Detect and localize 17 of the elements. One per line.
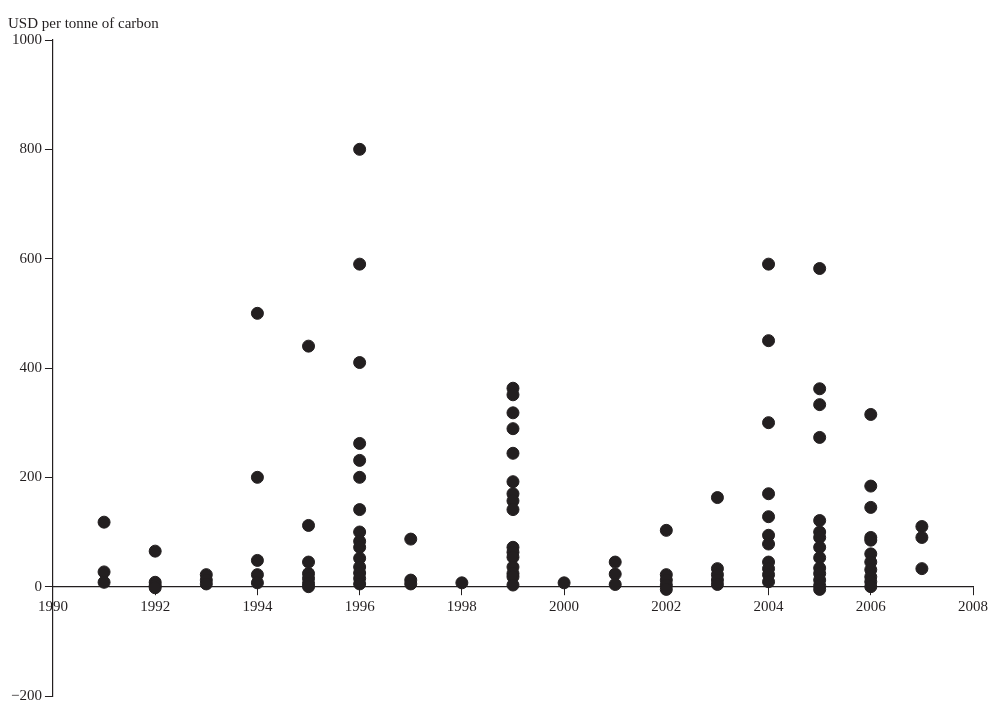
y-tick-label: 1000: [11, 30, 42, 47]
x-tick-label: 1992: [140, 597, 171, 614]
x-tick-label: 2006: [855, 597, 887, 614]
y-tick-label: 0: [34, 577, 42, 594]
x-tick-label: 2008: [958, 597, 988, 614]
y-tick-label: 200: [19, 468, 42, 485]
x-tick-label: 1998: [446, 597, 477, 614]
x-tick-label: 2002: [651, 597, 682, 614]
x-tick-label: 1994: [242, 597, 273, 614]
y-tick-label: 600: [19, 249, 42, 266]
y-tick-label: 400: [19, 358, 42, 375]
x-tick-label: 2000: [549, 597, 580, 614]
x-tick-label: 2004: [753, 597, 785, 614]
x-tick-label: 1996: [344, 597, 376, 614]
y-tick-label: −200: [10, 686, 42, 703]
y-axis-title: USD per tonne of carbon: [8, 15, 160, 32]
y-tick-label: 800: [19, 140, 42, 157]
